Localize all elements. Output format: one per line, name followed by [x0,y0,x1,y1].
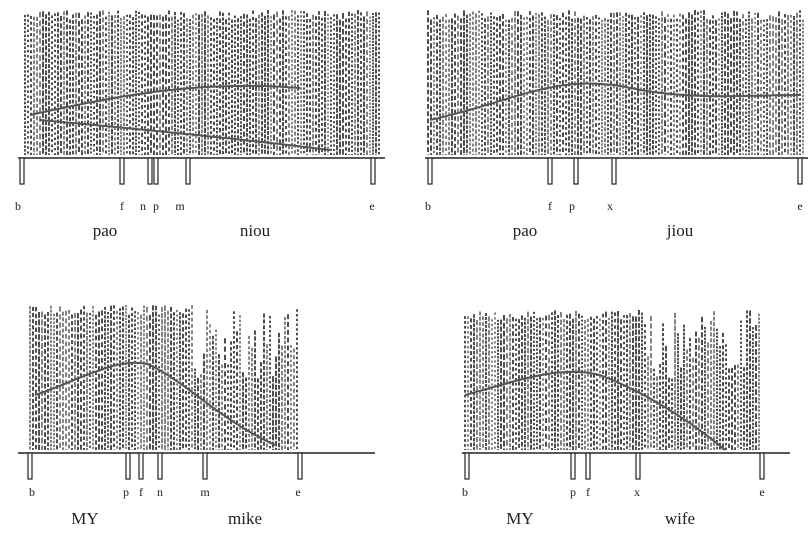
marker-label: n [140,199,146,213]
word-label: niou [240,221,271,240]
segment-marker [547,157,553,185]
segment-marker [611,157,617,185]
segment-marker [19,157,25,185]
marker-label: n [157,485,163,499]
segment-marker [427,157,433,185]
formant-track [429,82,801,121]
marker-label: x [607,199,613,213]
marker-label: x [634,485,640,499]
marker-label: e [295,485,300,499]
segment-marker [370,157,376,185]
marker-label: p [123,485,129,499]
segment-marker [138,452,144,480]
segment-marker [125,452,131,480]
marker-label: b [462,485,468,499]
marker-label: b [15,199,21,213]
segment-marker [119,157,125,185]
marker-label: p [153,199,159,213]
marker-label: p [569,199,575,213]
word-label: wife [665,509,695,528]
marker-label: f [586,485,590,499]
marker-label: p [570,485,576,499]
word-label: pao [513,221,538,240]
spectrogram [464,310,760,450]
word-label: MY [71,509,98,528]
marker-label: b [425,199,431,213]
word-label: mike [228,509,262,528]
word-label: jiou [666,221,694,240]
formant-track [34,361,276,446]
formant-track [464,370,726,451]
marker-label: m [200,485,210,499]
segment-marker [585,452,591,480]
segment-marker [797,157,803,185]
spectrogram [427,10,804,155]
segment-marker [153,157,159,185]
spectrogram [29,305,298,450]
segment-marker [147,157,153,185]
segment-marker [157,452,163,480]
segment-marker [464,452,470,480]
segment-marker [297,452,303,480]
marker-label: e [759,485,764,499]
formant-track [29,84,331,151]
word-label: pao [93,221,118,240]
marker-label: m [175,199,185,213]
marker-label: e [369,199,374,213]
marker-label: f [120,199,124,213]
marker-label: f [139,485,143,499]
marker-label: f [548,199,552,213]
word-label: MY [506,509,533,528]
spectrogram [24,10,380,155]
segment-marker [573,157,579,185]
segment-marker [185,157,191,185]
marker-label: e [797,199,802,213]
segment-marker [27,452,33,480]
marker-label: b [29,485,35,499]
segment-marker [570,452,576,480]
segment-marker [759,452,765,480]
segment-marker [202,452,208,480]
segment-marker [635,452,641,480]
